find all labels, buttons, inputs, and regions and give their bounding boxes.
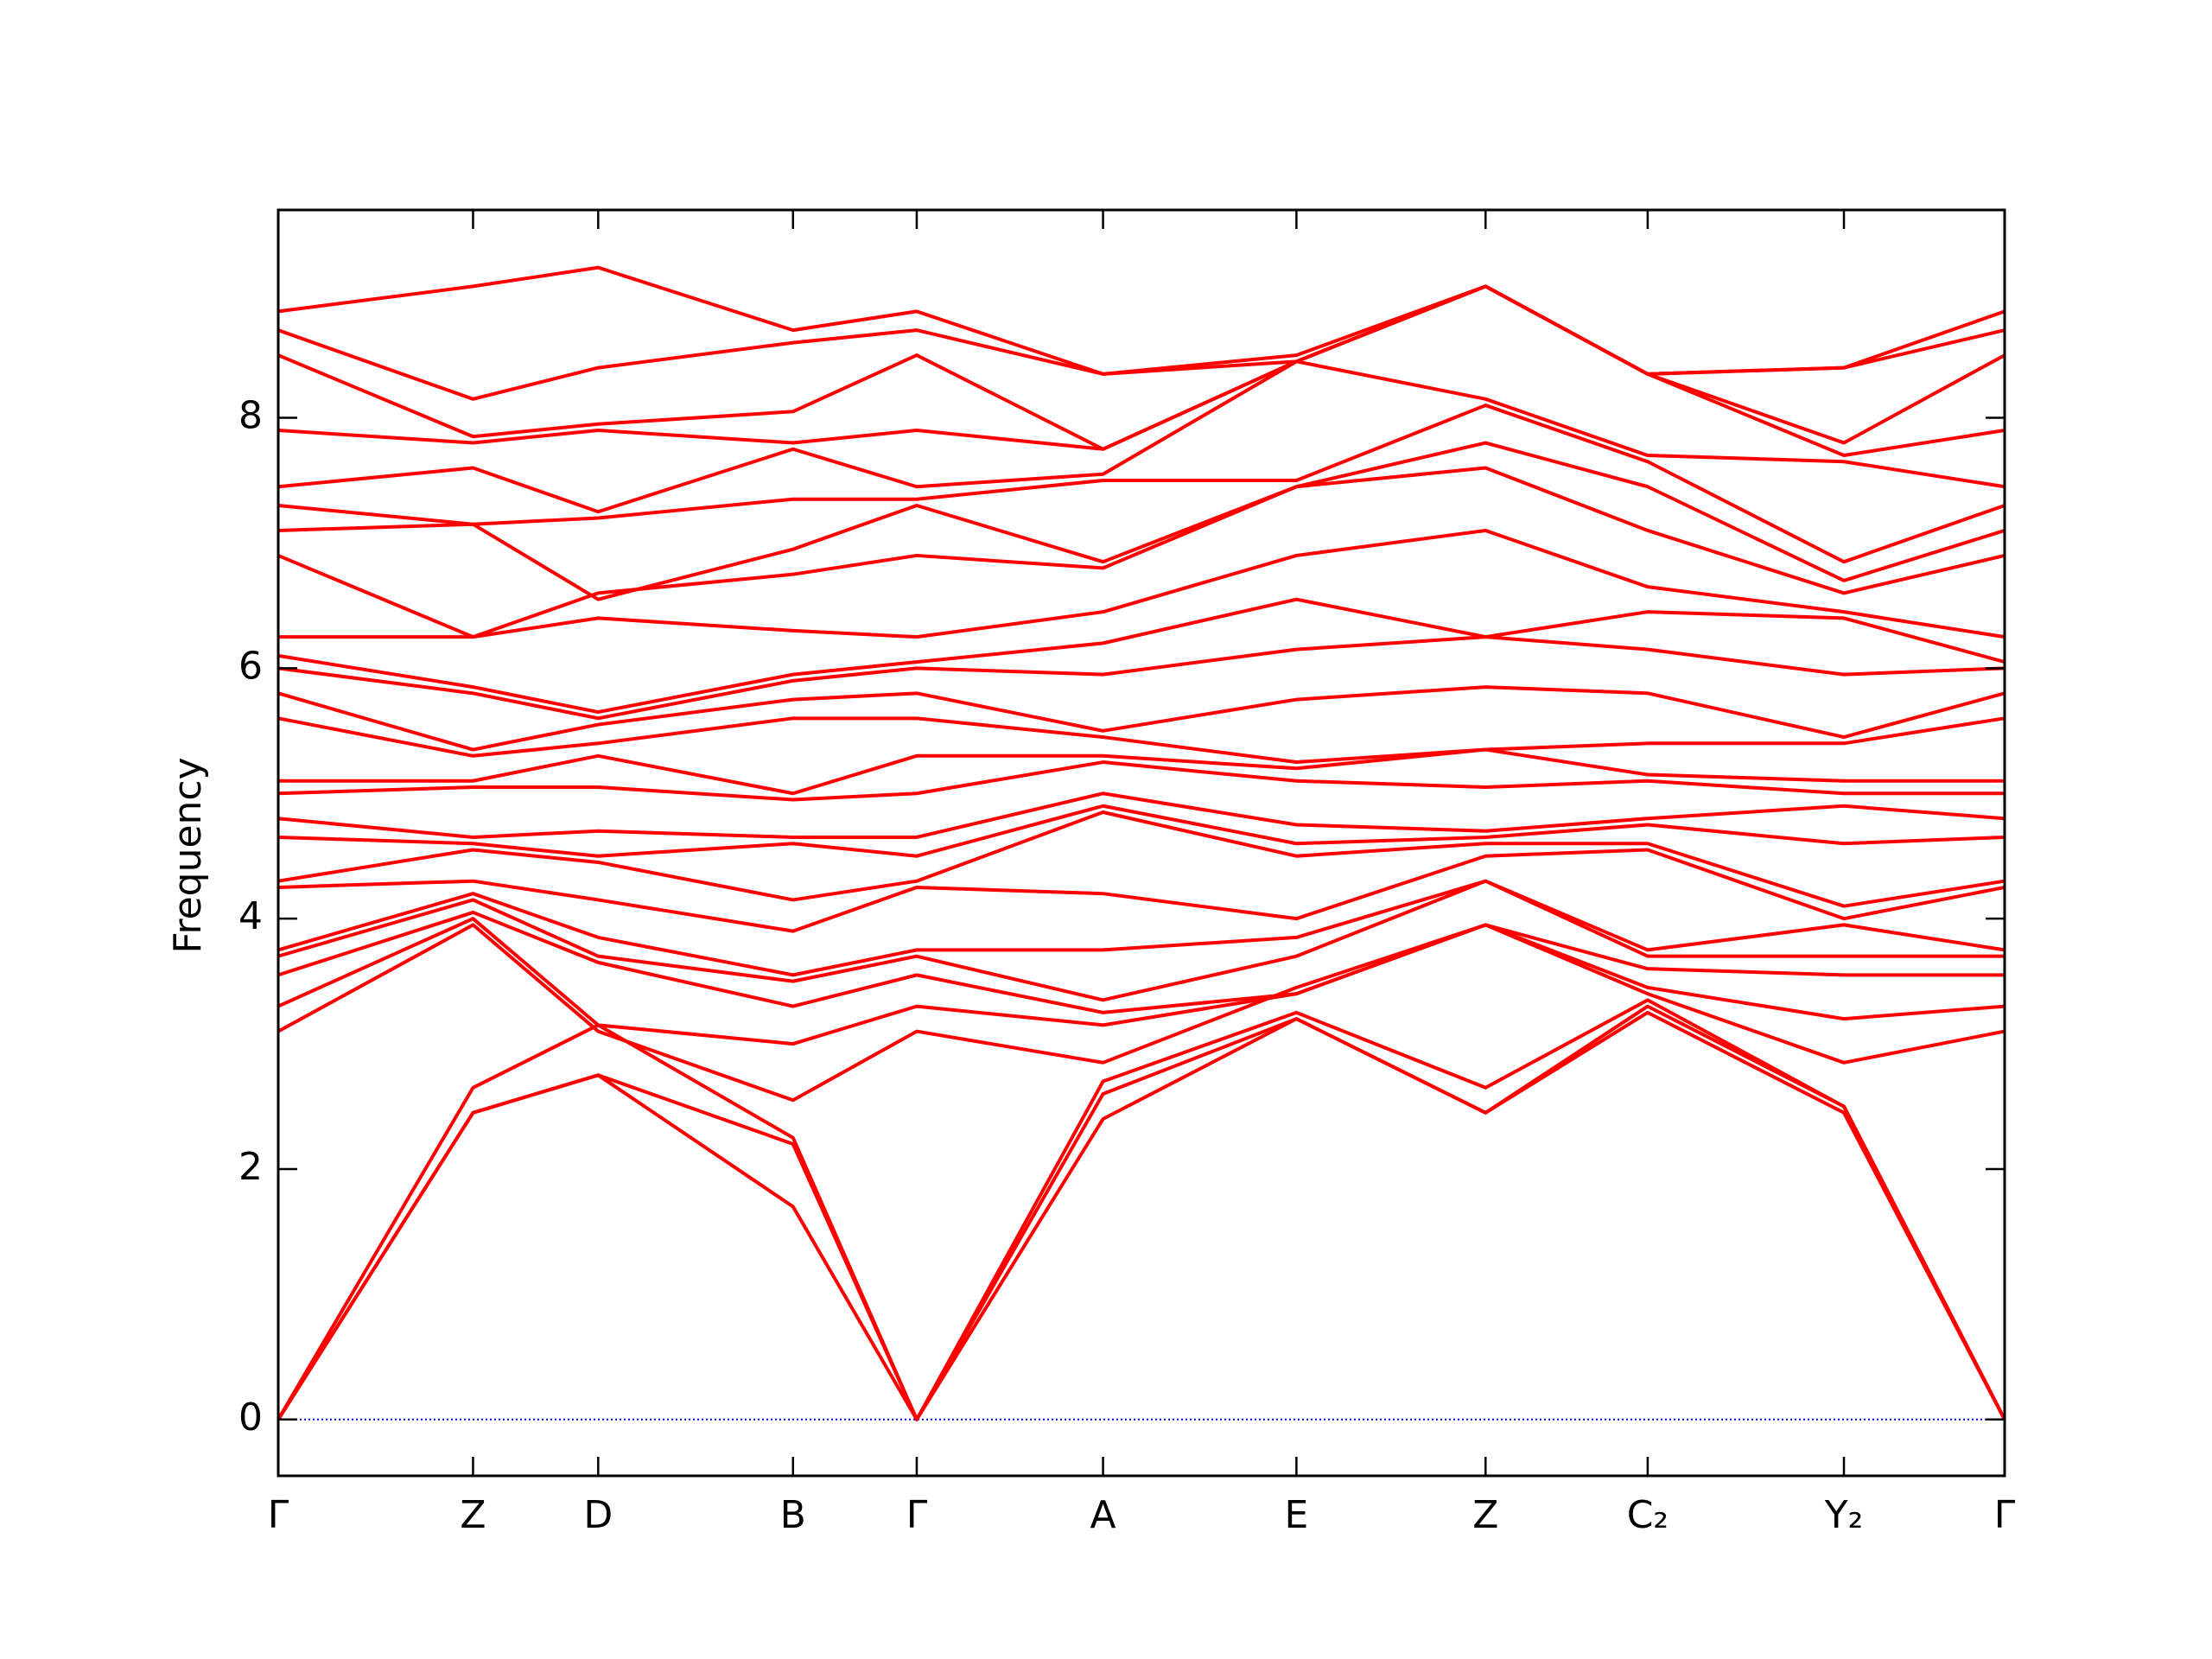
x-tick-label: Γ <box>268 1493 289 1537</box>
band-line <box>277 910 2005 1014</box>
y-tick-label: 0 <box>238 1395 263 1440</box>
band-line <box>277 441 2005 601</box>
band-line <box>277 879 2005 977</box>
band-line <box>277 597 2005 715</box>
band-line <box>277 923 2005 1103</box>
band-line <box>277 284 2005 401</box>
band-line <box>277 791 2005 839</box>
band-line <box>277 716 2005 765</box>
band-line <box>277 879 2005 1002</box>
x-tick-label: D <box>583 1493 613 1537</box>
x-tick-label: Z <box>460 1493 486 1537</box>
band-line <box>277 635 2005 721</box>
x-tick-label: Y₂ <box>1824 1493 1864 1537</box>
band-line <box>277 404 2005 564</box>
band-line <box>276 1004 2006 1421</box>
band-line <box>277 760 2005 802</box>
band-line <box>277 804 2005 858</box>
x-tick-label: C₂ <box>1627 1493 1669 1537</box>
y-tick-label: 8 <box>238 394 263 438</box>
band-line <box>277 848 2005 933</box>
x-tick-label: Γ <box>906 1493 928 1537</box>
plot-frame <box>276 208 2006 1478</box>
x-tick-label: Z <box>1472 1493 1498 1537</box>
band-line <box>277 284 2005 451</box>
band-line <box>277 265 2005 376</box>
band-line <box>278 747 2005 796</box>
band-line <box>277 466 2005 639</box>
band-line <box>277 917 2005 1046</box>
x-tick-label: Γ <box>1994 1493 2016 1537</box>
band-line <box>277 359 2005 514</box>
y-tick-label: 6 <box>238 644 263 688</box>
band-line <box>277 810 2005 908</box>
x-tick-label: E <box>1284 1493 1308 1537</box>
band-line <box>276 998 2006 1421</box>
band-line <box>277 685 2005 752</box>
y-tick-label: 2 <box>238 1145 263 1189</box>
band-line <box>276 1010 2006 1421</box>
x-tick-label: B <box>780 1493 806 1537</box>
x-tick-label: A <box>1090 1493 1116 1537</box>
y-tick-label: 4 <box>238 894 263 938</box>
band-line <box>278 528 2005 639</box>
y-axis-label: Frequency <box>166 757 210 953</box>
